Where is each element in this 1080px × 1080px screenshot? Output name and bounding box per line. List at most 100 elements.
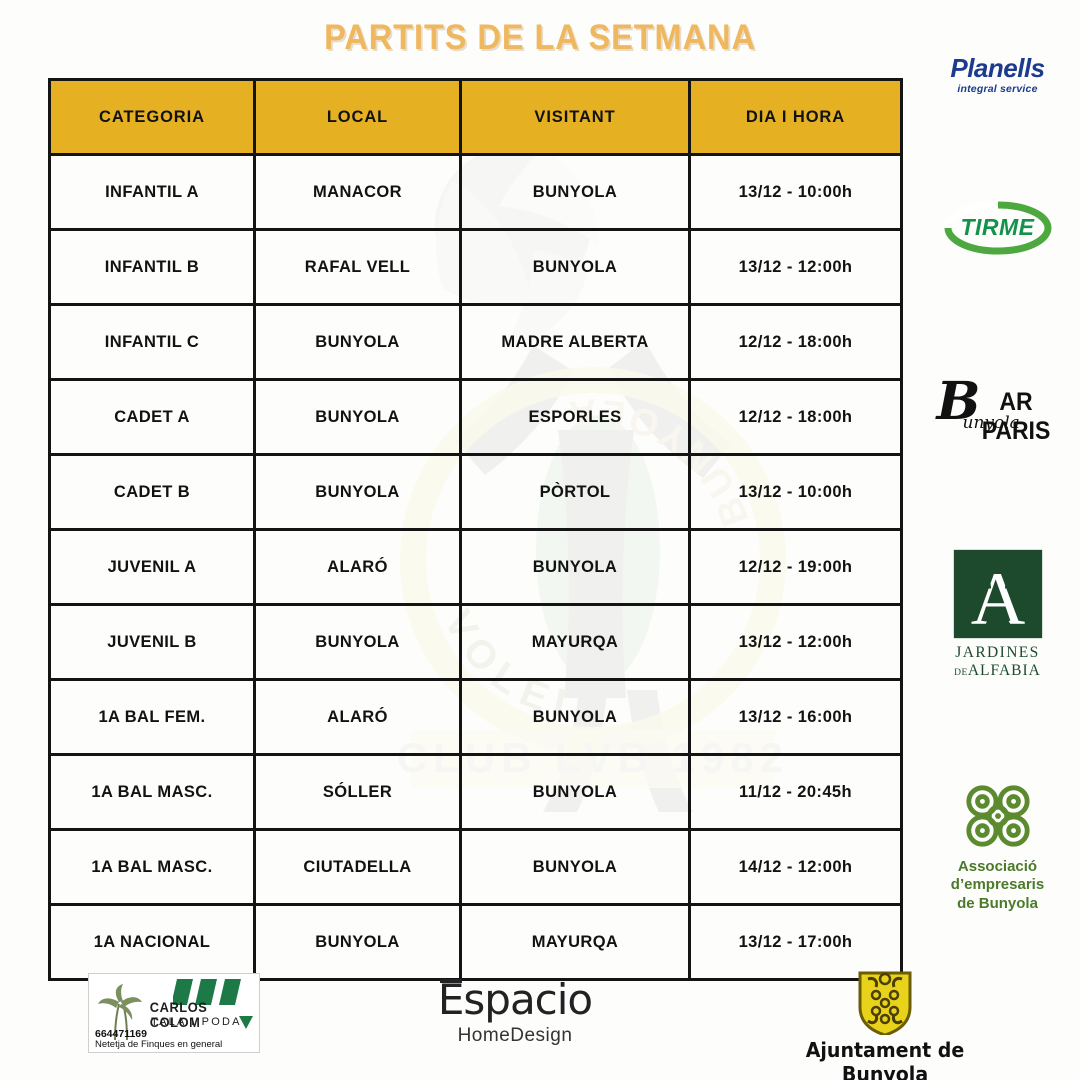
cell-dia-hora: 13/12 - 16:00h <box>688 678 903 756</box>
alfabia-emblem-icon: A <box>952 548 1044 640</box>
cell-local: RAFAL VELL <box>253 228 462 306</box>
cell-local: MANACOR <box>253 153 462 231</box>
bar-paris-wordmark: AR PARIS <box>981 388 1050 445</box>
cell-dia-hora: 13/12 - 12:00h <box>688 603 903 681</box>
palm-tree-icon <box>98 984 142 1041</box>
colom-desc: Netetja de Finques en general <box>95 1039 223 1050</box>
cell-categoria: 1A BAL MASC. <box>48 828 256 906</box>
cell-visitant: MADRE ALBERTA <box>459 303 691 381</box>
cell-dia-hora: 13/12 - 10:00h <box>688 153 903 231</box>
table-header-row: CATEGORIA LOCAL VISITANT DIA I HORA <box>48 78 903 156</box>
cell-visitant: BUNYOLA <box>459 828 691 906</box>
sponsor-bar-paris: B AR PARIS unyola <box>915 376 1080 446</box>
associacio-knot-icon <box>959 780 1037 852</box>
cell-local: BUNYOLA <box>253 378 462 456</box>
table-row: JUVENIL A ALARÓ BUNYOLA 12/12 - 19:00h <box>48 528 903 606</box>
cell-visitant: MAYURQA <box>459 603 691 681</box>
cell-visitant: BUNYOLA <box>459 228 691 306</box>
associacio-line1: Associació <box>957 858 1038 875</box>
cell-categoria: JUVENIL A <box>48 528 256 606</box>
cell-visitant: ESPORLES <box>459 378 691 456</box>
espacio-wordmark: Espacio <box>437 975 593 1024</box>
table-row: 1A BAL MASC. SÓLLER BUNYOLA 11/12 - 20:4… <box>48 753 903 831</box>
cell-categoria: INFANTIL A <box>48 153 256 231</box>
espacio-sub: HomeDesign <box>457 1025 573 1046</box>
alfabia-name-line2: DEALFABIA <box>915 662 1080 680</box>
alfabia-name-line1: JARDINES <box>955 644 1040 661</box>
table-row: JUVENIL B BUNYOLA MAYURQA 13/12 - 12:00h <box>48 603 903 681</box>
colom-name: CARLOS COLOM <box>149 1000 208 1030</box>
table-row: 1A BAL MASC. CIUTADELLA BUNYOLA 14/12 - … <box>48 828 903 906</box>
cell-visitant: BUNYOLA <box>459 528 691 606</box>
cell-categoria: 1A BAL MASC. <box>48 753 256 831</box>
cell-local: ALARÓ <box>253 678 462 756</box>
table-row: CADET B BUNYOLA PÒRTOL 13/12 - 10:00h <box>48 453 903 531</box>
cell-dia-hora: 11/12 - 20:45h <box>688 753 903 831</box>
bar-paris-town: unyola <box>962 413 1020 433</box>
column-header-local: LOCAL <box>253 78 462 156</box>
sponsor-rail-right: Planells integral service TIRME B AR PAR… <box>915 0 1080 965</box>
planells-wordmark: Planells <box>950 53 1045 83</box>
alfabia-alfabia: ALFABIA <box>967 662 1041 679</box>
cell-categoria: CADET B <box>48 453 256 531</box>
colom-sub: TALA I PODA <box>151 1016 242 1028</box>
cell-categoria: INFANTIL C <box>48 303 256 381</box>
table-row: 1A BAL FEM. ALARÓ BUNYOLA 13/12 - 16:00h <box>48 678 903 756</box>
cell-visitant: BUNYOLA <box>459 753 691 831</box>
table-row: INFANTIL C BUNYOLA MADRE ALBERTA 12/12 -… <box>48 303 903 381</box>
cell-categoria: INFANTIL B <box>48 228 256 306</box>
table-row: 1A NACIONAL BUNYOLA MAYURQA 13/12 - 17:0… <box>48 903 903 981</box>
cell-dia-hora: 13/12 - 12:00h <box>688 228 903 306</box>
planells-tagline: integral service <box>957 83 1038 95</box>
cell-dia-hora: 12/12 - 18:00h <box>688 303 903 381</box>
sponsor-row-bottom: CARLOS COLOM TALA I PODA 664471169 Netet… <box>0 965 1080 1080</box>
ajuntament-crest-icon <box>854 969 916 1035</box>
sponsor-associacio-empresaris: Associació d’empresaris de Bunyola <box>915 780 1080 913</box>
bar-paris-initial: B <box>936 371 981 432</box>
associacio-line3: de Bunyola <box>957 894 1038 912</box>
schedule-table-wrapper: CATEGORIA LOCAL VISITANT DIA I HORA INFA… <box>48 78 903 981</box>
cell-visitant: PÒRTOL <box>459 453 691 531</box>
schedule-table: CATEGORIA LOCAL VISITANT DIA I HORA INFA… <box>48 78 903 981</box>
sponsor-espacio: Espacio HomeDesign <box>390 975 640 1047</box>
page-title: PARTITS DE LA SETMANA <box>324 18 756 57</box>
cell-categoria: JUVENIL B <box>48 603 256 681</box>
sponsor-ajuntament-bunyola: Ajuntament de Bunyola <box>760 969 1010 1080</box>
column-header-visitant: VISITANT <box>459 78 691 156</box>
colom-triangle-icon <box>239 1016 253 1029</box>
cell-local: CIUTADELLA <box>253 828 462 906</box>
cell-dia-hora: 12/12 - 18:00h <box>688 378 903 456</box>
espacio-name: Espacio <box>437 975 593 1024</box>
cell-local: ALARÓ <box>253 528 462 606</box>
cell-dia-hora: 12/12 - 19:00h <box>688 528 903 606</box>
table-row: CADET A BUNYOLA ESPORLES 12/12 - 18:00h <box>48 378 903 456</box>
tirme-oval-icon <box>943 200 1051 255</box>
sponsor-jardines-alfabia: A JARDINES DEALFABIA <box>915 548 1080 680</box>
sponsor-planells: Planells integral service <box>915 55 1080 95</box>
cell-categoria: 1A BAL FEM. <box>48 678 256 756</box>
cell-local: BUNYOLA <box>253 603 462 681</box>
cell-visitant: MAYURQA <box>459 903 691 981</box>
cell-dia-hora: 13/12 - 17:00h <box>688 903 903 981</box>
espacio-bar-icon <box>439 979 462 983</box>
associacio-line2: d’empresaris <box>950 876 1045 894</box>
cell-visitant: BUNYOLA <box>459 678 691 756</box>
cell-local: BUNYOLA <box>253 453 462 531</box>
cell-local: BUNYOLA <box>253 903 462 981</box>
cell-categoria: CADET A <box>48 378 256 456</box>
cell-local: SÓLLER <box>253 753 462 831</box>
tirme-wordmark: TIRME <box>960 214 1035 240</box>
column-header-dia-hora: DIA I HORA <box>688 78 903 156</box>
ajuntament-name: Ajuntament de Bunyola <box>805 1038 965 1080</box>
table-row: INFANTIL B RAFAL VELL BUNYOLA 13/12 - 12… <box>48 228 903 306</box>
cell-visitant: BUNYOLA <box>459 153 691 231</box>
table-row: INFANTIL A MANACOR BUNYOLA 13/12 - 10:00… <box>48 153 903 231</box>
cell-dia-hora: 13/12 - 10:00h <box>688 453 903 531</box>
alfabia-de: DE <box>954 668 968 678</box>
colom-green-bars-icon <box>171 979 249 1010</box>
cell-dia-hora: 14/12 - 12:00h <box>688 828 903 906</box>
sponsor-tirme: TIRME <box>915 200 1080 256</box>
column-header-categoria: CATEGORIA <box>48 78 256 156</box>
colom-phone: 664471169 <box>95 1028 147 1040</box>
